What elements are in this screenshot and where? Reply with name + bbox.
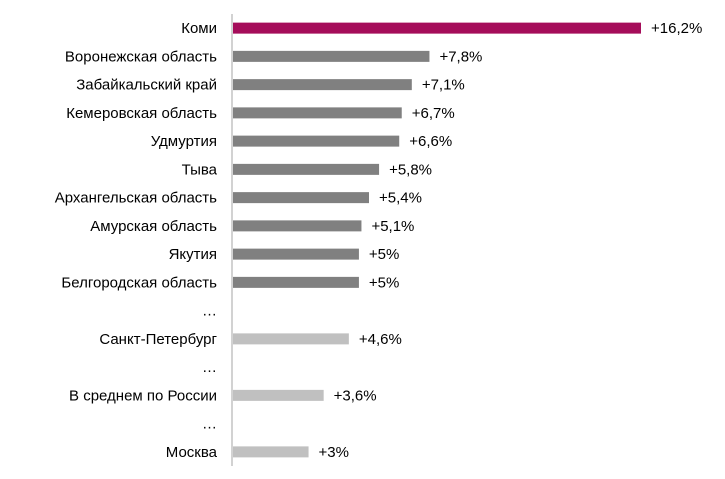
bar [233,79,412,91]
data-label: +3,6% [334,387,377,404]
bar [233,220,362,232]
category-label: Удмуртия [151,133,217,150]
bar [233,22,641,34]
category-label: Коми [181,20,217,37]
data-label: +4,6% [359,331,402,348]
category-label: Забайкальский край [76,77,217,94]
ellipsis-label: … [202,416,217,433]
category-label: Воронежская область [65,48,217,65]
category-label: Белгородская область [61,274,217,291]
category-label: В среднем по России [69,387,217,404]
category-label: Якутия [169,246,217,263]
bar [233,50,430,62]
bar [233,333,349,345]
data-label: +5,4% [379,190,422,207]
chart-rows: Коми +16,2% Воронежская область +7,8% Забайк… [55,20,703,461]
ellipsis-label: … [202,359,217,376]
bar [233,276,359,288]
bar [233,248,359,260]
bar [233,163,380,175]
category-label: Тыва [182,161,218,178]
category-label: Санкт-Петербург [99,331,217,348]
category-label: Амурская область [90,218,217,235]
data-label: +5% [369,246,399,263]
data-label: +5% [369,274,399,291]
category-label: Архангельская область [55,190,217,207]
ellipsis-label: … [202,303,217,320]
data-label: +5,8% [389,161,432,178]
bar [233,135,400,147]
data-label: +3% [319,444,349,461]
data-label: +7,1% [422,77,465,94]
data-label: +6,6% [409,133,452,150]
data-label: +16,2% [651,20,702,37]
bar [233,192,369,204]
data-label: +5,1% [371,218,414,235]
bar [233,389,324,401]
bar [233,446,309,458]
category-label: Кемеровская область [66,105,217,122]
data-label: +7,8% [439,48,482,65]
bar [233,107,402,119]
category-label: Москва [166,444,218,461]
data-label: +6,7% [412,105,455,122]
